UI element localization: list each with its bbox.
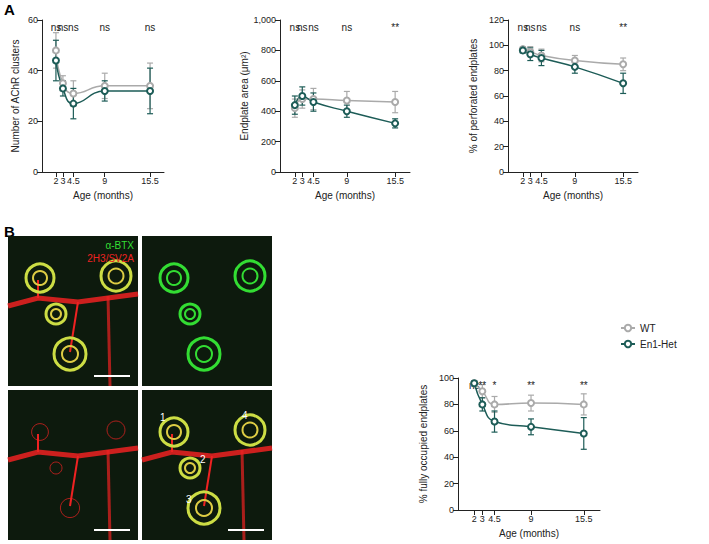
svg-text:3: 3	[300, 176, 305, 186]
svg-text:1: 1	[160, 412, 166, 423]
svg-text:*: *	[493, 380, 497, 391]
svg-text:ns: ns	[289, 21, 301, 33]
svg-text:ns: ns	[99, 22, 110, 33]
svg-text:Number of AChR clusters: Number of AChR clusters	[10, 40, 21, 153]
svg-text:2: 2	[292, 176, 297, 186]
svg-text:9: 9	[344, 176, 349, 186]
svg-text:**: **	[391, 22, 399, 33]
svg-text:ns: ns	[68, 22, 79, 33]
svg-text:**: **	[527, 380, 535, 391]
svg-text:9: 9	[572, 176, 577, 186]
svg-text:ns: ns	[58, 22, 69, 33]
svg-text:80: 80	[494, 66, 504, 76]
svg-text:40: 40	[28, 66, 38, 76]
svg-text:80: 80	[444, 399, 454, 409]
svg-text:% of perforated endplates: % of perforated endplates	[468, 39, 479, 154]
svg-text:**: **	[619, 22, 627, 33]
svg-text:B: B	[4, 223, 15, 240]
svg-text:Age (months): Age (months)	[499, 528, 559, 539]
svg-text:% fully occupied endplates: % fully occupied endplates	[418, 385, 429, 503]
svg-text:En1-Het: En1-Het	[640, 339, 677, 350]
svg-text:200: 200	[261, 137, 276, 147]
svg-text:WT: WT	[640, 323, 656, 334]
html-text:ns **: ns **	[468, 379, 487, 391]
svg-text:ns: ns	[308, 22, 319, 33]
svg-text:**: **	[580, 380, 588, 391]
svg-text:4.5: 4.5	[67, 176, 80, 186]
svg-text:3: 3	[480, 514, 485, 524]
svg-text:Age (months): Age (months)	[543, 190, 603, 201]
svg-text:40: 40	[444, 452, 454, 462]
svg-text:40: 40	[494, 116, 504, 126]
svg-text:ns: ns	[297, 22, 308, 33]
svg-text:800: 800	[261, 45, 276, 55]
svg-text:ns: ns	[536, 22, 547, 33]
svg-text:α-BTX: α-BTX	[105, 240, 134, 251]
svg-text:ns: ns	[525, 22, 536, 33]
svg-text:60: 60	[444, 426, 454, 436]
svg-text:15.5: 15.5	[614, 176, 632, 186]
svg-text:ns: ns	[570, 22, 581, 33]
svg-text:2: 2	[520, 176, 525, 186]
svg-text:3: 3	[528, 176, 533, 186]
svg-text:4.5: 4.5	[307, 176, 320, 186]
svg-text:ns: ns	[517, 21, 529, 33]
svg-text:15.5: 15.5	[386, 176, 404, 186]
svg-text:0: 0	[449, 505, 454, 515]
svg-text:3: 3	[186, 494, 192, 505]
svg-text:2H3/SV2A: 2H3/SV2A	[87, 253, 134, 264]
svg-text:A: A	[4, 1, 15, 18]
svg-text:120: 120	[489, 15, 504, 25]
svg-text:ns: ns	[342, 22, 353, 33]
svg-text:400: 400	[261, 106, 276, 116]
svg-text:15.5: 15.5	[575, 514, 593, 524]
svg-text:60: 60	[494, 91, 504, 101]
svg-text:1,000: 1,000	[253, 15, 276, 25]
svg-text:ns: ns	[145, 22, 156, 33]
svg-text:20: 20	[494, 142, 504, 152]
svg-text:ns: ns	[50, 21, 62, 33]
svg-text:20: 20	[28, 116, 38, 126]
svg-text:3: 3	[60, 176, 65, 186]
svg-text:600: 600	[261, 76, 276, 86]
svg-text:Endplate area (μm²): Endplate area (μm²)	[239, 51, 250, 140]
svg-text:9: 9	[102, 176, 107, 186]
svg-text:Age (months): Age (months)	[73, 190, 133, 201]
svg-text:100: 100	[489, 40, 504, 50]
svg-text:0: 0	[271, 167, 276, 177]
svg-text:2: 2	[200, 454, 206, 465]
svg-text:2: 2	[472, 514, 477, 524]
svg-text:20: 20	[444, 479, 454, 489]
svg-text:9: 9	[529, 514, 534, 524]
svg-text:100: 100	[439, 373, 454, 383]
svg-text:4.5: 4.5	[488, 514, 501, 524]
svg-text:0: 0	[499, 167, 504, 177]
svg-text:4.5: 4.5	[535, 176, 548, 186]
svg-text:4: 4	[242, 410, 248, 421]
svg-text:15.5: 15.5	[141, 176, 159, 186]
svg-text:Age (months): Age (months)	[315, 190, 375, 201]
svg-text:0: 0	[33, 167, 38, 177]
svg-text:60: 60	[28, 15, 38, 25]
svg-text:2: 2	[53, 176, 58, 186]
